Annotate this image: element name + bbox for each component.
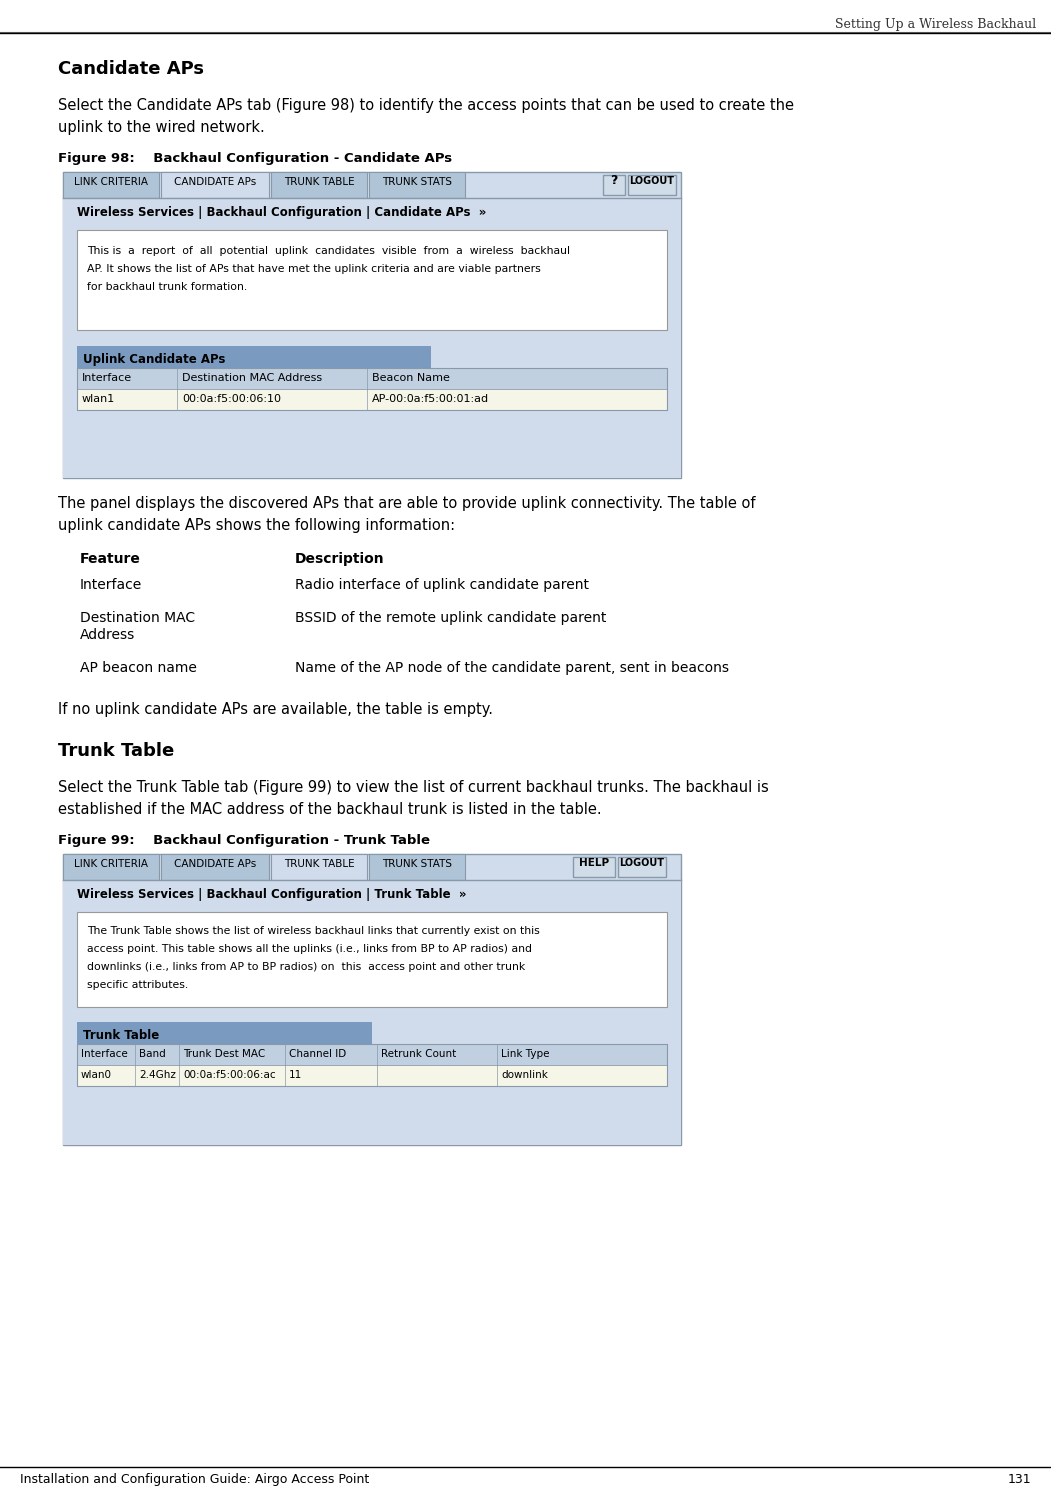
Text: The Trunk Table shows the list of wireless backhaul links that currently exist o: The Trunk Table shows the list of wirele… — [87, 927, 540, 935]
Text: TRUNK STATS: TRUNK STATS — [382, 859, 452, 868]
Bar — [63, 198, 681, 477]
Bar — [161, 853, 269, 880]
Bar — [77, 369, 667, 389]
Text: specific attributes.: specific attributes. — [87, 980, 188, 991]
Text: uplink to the wired network.: uplink to the wired network. — [58, 119, 265, 134]
Text: Wireless Services | Backhaul Configuration | Trunk Table  »: Wireless Services | Backhaul Configurati… — [77, 888, 467, 901]
Text: uplink candidate APs shows the following information:: uplink candidate APs shows the following… — [58, 518, 455, 533]
Bar — [161, 172, 269, 198]
Text: This is  a  report  of  all  potential  uplink  candidates  visible  from  a  wi: This is a report of all potential uplink… — [87, 246, 570, 257]
Bar — [63, 880, 681, 1144]
Text: downlink: downlink — [501, 1070, 548, 1080]
Text: Retrunk Count: Retrunk Count — [382, 1049, 456, 1059]
Bar — [77, 230, 667, 330]
Text: 131: 131 — [1007, 1473, 1031, 1486]
Text: Name of the AP node of the candidate parent, sent in beacons: Name of the AP node of the candidate par… — [295, 661, 729, 674]
Text: The panel displays the discovered APs that are able to provide uplink connectivi: The panel displays the discovered APs th… — [58, 495, 756, 510]
Text: for backhaul trunk formation.: for backhaul trunk formation. — [87, 282, 247, 292]
Text: If no uplink candidate APs are available, the table is empty.: If no uplink candidate APs are available… — [58, 703, 493, 718]
Text: Feature: Feature — [80, 552, 141, 565]
Text: Interface: Interface — [81, 1049, 128, 1059]
Text: CANDIDATE APs: CANDIDATE APs — [173, 178, 256, 186]
Bar — [628, 175, 676, 195]
Bar — [77, 1044, 667, 1086]
Bar — [369, 172, 465, 198]
Bar — [77, 369, 667, 410]
Text: Band: Band — [139, 1049, 166, 1059]
Text: Installation and Configuration Guide: Airgo Access Point: Installation and Configuration Guide: Ai… — [20, 1473, 369, 1486]
Bar — [77, 912, 667, 1007]
Text: established if the MAC address of the backhaul trunk is listed in the table.: established if the MAC address of the ba… — [58, 803, 601, 818]
Text: CANDIDATE APs: CANDIDATE APs — [173, 859, 256, 868]
Text: HELP: HELP — [579, 858, 610, 868]
Text: Destination MAC Address: Destination MAC Address — [182, 373, 322, 383]
Text: LINK CRITERIA: LINK CRITERIA — [74, 178, 148, 186]
Text: AP beacon name: AP beacon name — [80, 661, 197, 674]
Text: TRUNK TABLE: TRUNK TABLE — [284, 178, 354, 186]
Bar — [77, 1022, 372, 1044]
Text: Figure 99:    Backhaul Configuration - Trunk Table: Figure 99: Backhaul Configuration - Trun… — [58, 834, 430, 847]
Text: Setting Up a Wireless Backhaul: Setting Up a Wireless Backhaul — [834, 18, 1036, 31]
Text: Link Type: Link Type — [501, 1049, 550, 1059]
Text: Select the Trunk Table tab (Figure 99) to view the list of current backhaul trun: Select the Trunk Table tab (Figure 99) t… — [58, 780, 768, 795]
Text: Interface: Interface — [82, 373, 132, 383]
Bar — [271, 853, 367, 880]
Text: Beacon Name: Beacon Name — [372, 373, 450, 383]
Text: Description: Description — [295, 552, 385, 565]
Bar — [63, 853, 159, 880]
Text: 11: 11 — [289, 1070, 303, 1080]
Text: wlan1: wlan1 — [82, 394, 116, 404]
Text: BSSID of the remote uplink candidate parent: BSSID of the remote uplink candidate par… — [295, 612, 606, 625]
Text: Trunk Dest MAC: Trunk Dest MAC — [183, 1049, 265, 1059]
Text: Destination MAC: Destination MAC — [80, 612, 195, 625]
Bar — [271, 172, 367, 198]
Text: Radio interface of uplink candidate parent: Radio interface of uplink candidate pare… — [295, 577, 589, 592]
Text: 2.4Ghz: 2.4Ghz — [139, 1070, 176, 1080]
Text: Channel ID: Channel ID — [289, 1049, 346, 1059]
Bar — [603, 175, 625, 195]
Text: Candidate APs: Candidate APs — [58, 60, 204, 78]
Text: LOGOUT: LOGOUT — [619, 858, 664, 868]
Text: LINK CRITERIA: LINK CRITERIA — [74, 859, 148, 868]
Text: Interface: Interface — [80, 577, 142, 592]
Bar — [369, 853, 465, 880]
Text: wlan0: wlan0 — [81, 1070, 112, 1080]
Text: Trunk Table: Trunk Table — [83, 1029, 160, 1041]
Bar — [63, 172, 681, 477]
Text: TRUNK STATS: TRUNK STATS — [382, 178, 452, 186]
Bar — [63, 853, 681, 1144]
Bar — [77, 346, 431, 369]
Bar — [573, 856, 615, 877]
Text: ?: ? — [611, 175, 618, 188]
Bar — [77, 1044, 667, 1065]
Text: LOGOUT: LOGOUT — [630, 176, 675, 186]
Text: 00:0a:f5:00:06:10: 00:0a:f5:00:06:10 — [182, 394, 281, 404]
Bar — [77, 1065, 667, 1086]
Text: Figure 98:    Backhaul Configuration - Candidate APs: Figure 98: Backhaul Configuration - Cand… — [58, 152, 452, 166]
Text: downlinks (i.e., links from AP to BP radios) on  this  access point and other tr: downlinks (i.e., links from AP to BP rad… — [87, 962, 526, 971]
Text: access point. This table shows all the uplinks (i.e., links from BP to AP radios: access point. This table shows all the u… — [87, 944, 532, 953]
Text: AP-00:0a:f5:00:01:ad: AP-00:0a:f5:00:01:ad — [372, 394, 489, 404]
Bar — [77, 389, 667, 410]
Text: Address: Address — [80, 628, 136, 642]
Text: TRUNK TABLE: TRUNK TABLE — [284, 859, 354, 868]
Bar — [618, 856, 666, 877]
Bar — [63, 172, 159, 198]
Text: AP. It shows the list of APs that have met the uplink criteria and are viable pa: AP. It shows the list of APs that have m… — [87, 264, 541, 275]
Text: Trunk Table: Trunk Table — [58, 742, 174, 759]
Text: Uplink Candidate APs: Uplink Candidate APs — [83, 354, 225, 366]
Text: Select the Candidate APs tab (Figure 98) to identify the access points that can : Select the Candidate APs tab (Figure 98)… — [58, 98, 794, 113]
Text: 00:0a:f5:00:06:ac: 00:0a:f5:00:06:ac — [183, 1070, 275, 1080]
Text: Wireless Services | Backhaul Configuration | Candidate APs  »: Wireless Services | Backhaul Configurati… — [77, 206, 487, 219]
